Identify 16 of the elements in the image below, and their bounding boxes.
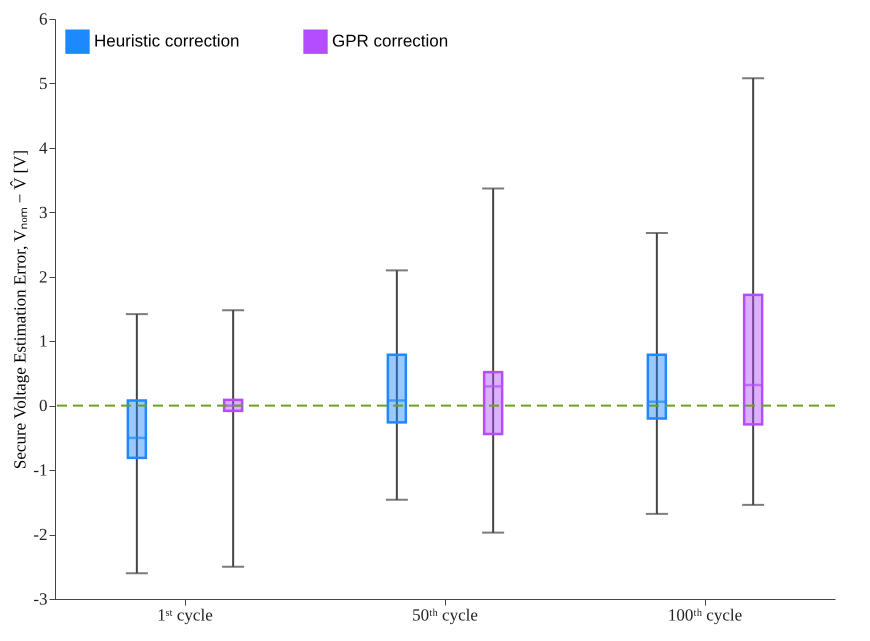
y-axis-title: Secure Voltage Estimation Error, Vₙₒₘ − V̂ [V] <box>10 150 30 470</box>
y-tick-label: 2 <box>39 267 48 286</box>
x-tick-label: 1ˢᵗ cycle <box>157 606 213 624</box>
y-tick-label: -2 <box>33 525 48 544</box>
x-tick-label: 50ᵗʰ cycle <box>412 606 478 624</box>
y-tick-label: 0 <box>39 396 48 416</box>
legend-label: GPR correction <box>332 32 448 51</box>
y-tick-label: 3 <box>39 202 48 222</box>
y-tick-label: 6 <box>39 10 48 28</box>
x-tick-label: 100ᵗʰ cycle <box>668 606 742 624</box>
y-tick-label: 5 <box>39 74 48 93</box>
y-tick-label: -3 <box>33 590 48 608</box>
y-tick-label: 1 <box>39 332 48 351</box>
y-tick-label: 4 <box>39 138 48 158</box>
legend-label: Heuristic correction <box>94 32 240 51</box>
y-tick-label: -1 <box>33 460 48 480</box>
